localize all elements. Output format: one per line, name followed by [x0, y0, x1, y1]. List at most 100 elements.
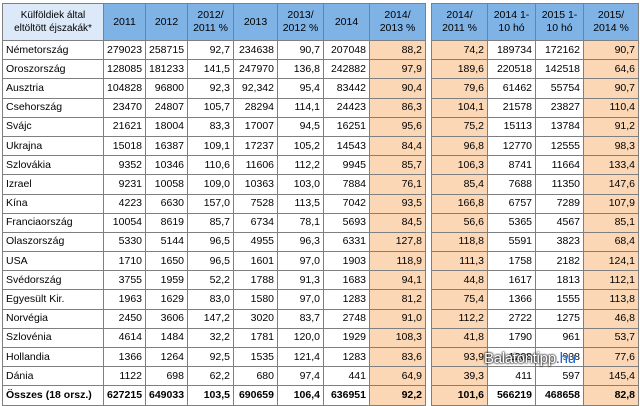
table-row: Olaszország 5330 5144 96,5 4955 96,3 6331 127,8… — [2, 231, 639, 253]
value-cell: 141,5 — [187, 59, 234, 80]
value-cell: 10346 — [145, 155, 188, 176]
value-cell: 85,7 — [187, 212, 234, 233]
value-cell: 112,2 — [431, 308, 488, 329]
value-cell: 172162 — [535, 39, 584, 61]
value-cell: 4223 — [103, 193, 146, 214]
value-cell: 101,6 — [431, 385, 488, 406]
value-cell: 207048 — [323, 39, 370, 61]
value-cell: 1650 — [145, 251, 188, 272]
watermark-logo: Balatontipp.hu — [484, 350, 576, 367]
value-cell: 78,1 — [277, 212, 324, 233]
value-cell: 76,1 — [369, 174, 426, 195]
value-cell: 91,0 — [369, 308, 426, 329]
value-cell: 53,7 — [583, 327, 639, 349]
value-cell: 92,342 — [233, 78, 278, 99]
value-cell: 938 — [535, 346, 584, 368]
header-2012-2011-pct: 2012/ 2011 % — [187, 3, 234, 41]
header-row: Külföldiek által eltöltött éjszakák* 201… — [2, 3, 639, 41]
value-cell: 189734 — [487, 39, 536, 61]
value-cell: 9352 — [103, 155, 146, 176]
value-cell: 566219 — [487, 385, 536, 406]
value-cell: 8741 — [487, 155, 536, 176]
value-cell: 649033 — [145, 385, 188, 406]
value-cell: 94,1 — [369, 270, 426, 291]
value-cell: 62,2 — [187, 366, 234, 387]
value-cell: 39,3 — [431, 366, 488, 387]
value-cell: 220518 — [487, 59, 536, 80]
value-cell: 6331 — [323, 231, 370, 253]
value-cell: 104,1 — [431, 97, 488, 118]
value-cell: 1959 — [145, 270, 188, 291]
table-body: Németország 279023 258715 92,7 234638 90,7 207… — [2, 39, 639, 406]
value-cell: 44,8 — [431, 270, 488, 291]
value-cell: 1535 — [233, 346, 278, 368]
value-cell: 680 — [233, 366, 278, 387]
value-cell: 90,7 — [277, 39, 324, 61]
value-cell: 147,2 — [187, 308, 234, 329]
country-cell: USA — [2, 251, 104, 272]
value-cell: 112,2 — [277, 155, 324, 176]
value-cell: 166,8 — [431, 193, 488, 214]
value-cell: 98,3 — [583, 135, 639, 157]
value-cell: 6630 — [145, 193, 188, 214]
value-cell: 90,4 — [369, 78, 426, 99]
value-cell: 1758 — [487, 251, 536, 272]
country-cell: Svédország — [2, 270, 104, 291]
country-cell: Németország — [2, 39, 104, 61]
value-cell: 15113 — [487, 116, 536, 137]
value-cell: 28294 — [233, 97, 278, 118]
value-cell: 1710 — [103, 251, 146, 272]
value-cell: 103,5 — [187, 385, 234, 406]
watermark-suffix: .hu — [555, 350, 576, 367]
value-cell: 83,3 — [187, 116, 234, 137]
country-cell: Egyesült Kir. — [2, 289, 104, 310]
country-cell: Izrael — [2, 174, 104, 195]
value-cell: 32,2 — [187, 327, 234, 349]
value-cell: 111,3 — [431, 251, 488, 272]
value-cell: 17007 — [233, 116, 278, 137]
value-cell: 17237 — [233, 135, 278, 157]
country-cell: Összes (18 orsz.) — [2, 385, 104, 406]
value-cell: 147,6 — [583, 174, 639, 195]
value-cell: 597 — [535, 366, 584, 387]
value-cell: 113,8 — [583, 289, 639, 310]
value-cell: 1963 — [103, 289, 146, 310]
table-row: Svédország 3755 1959 52,2 1788 91,3 1683 94,1 44… — [2, 270, 639, 291]
value-cell: 95,4 — [277, 78, 324, 99]
value-cell: 3606 — [145, 308, 188, 329]
value-cell: 7884 — [323, 174, 370, 195]
value-cell: 6757 — [487, 193, 536, 214]
value-cell: 5144 — [145, 231, 188, 253]
table-row: Izrael 9231 10058 109,0 10363 103,0 7884 76,1 85… — [2, 174, 639, 195]
value-cell: 279023 — [103, 39, 146, 61]
value-cell: 1813 — [535, 270, 584, 291]
value-cell: 85,7 — [369, 155, 426, 176]
value-cell: 82,8 — [583, 385, 639, 406]
value-cell: 13784 — [535, 116, 584, 137]
value-cell: 5330 — [103, 231, 146, 253]
value-cell: 1122 — [103, 366, 146, 387]
header-2015-1-10: 2015 1-10 hó — [535, 3, 584, 41]
header-2014-2011-pct: 2014/ 2011 % — [431, 3, 488, 41]
header-2012: 2012 — [145, 3, 188, 41]
value-cell: 15018 — [103, 135, 146, 157]
value-cell: 113,5 — [277, 193, 324, 214]
value-cell: 258715 — [145, 39, 188, 61]
value-cell: 2182 — [535, 251, 584, 272]
header-2014-1-10: 2014 1-10 hó — [487, 3, 536, 41]
value-cell: 91,3 — [277, 270, 324, 291]
value-cell: 627215 — [103, 385, 146, 406]
value-cell: 90,7 — [583, 39, 639, 61]
value-cell: 93,9 — [431, 346, 488, 368]
table-row: Hollandia 1366 1264 92,5 1535 121,4 1283 83,6 93… — [2, 346, 639, 368]
value-cell: 1264 — [145, 346, 188, 368]
value-cell: 97,4 — [277, 366, 324, 387]
value-cell: 12770 — [487, 135, 536, 157]
value-cell: 1788 — [233, 270, 278, 291]
table-row: Franciaország 10054 8619 85,7 6734 78,1 5693 84… — [2, 212, 639, 233]
table-row: Dánia 1122 698 62,2 680 97,4 441 64,9 39,3 411 597… — [2, 366, 639, 387]
value-cell: 14543 — [323, 135, 370, 157]
header-2013-2012-pct: 2013/ 2012 % — [277, 3, 324, 41]
value-cell: 690659 — [233, 385, 278, 406]
value-cell: 110,6 — [187, 155, 234, 176]
